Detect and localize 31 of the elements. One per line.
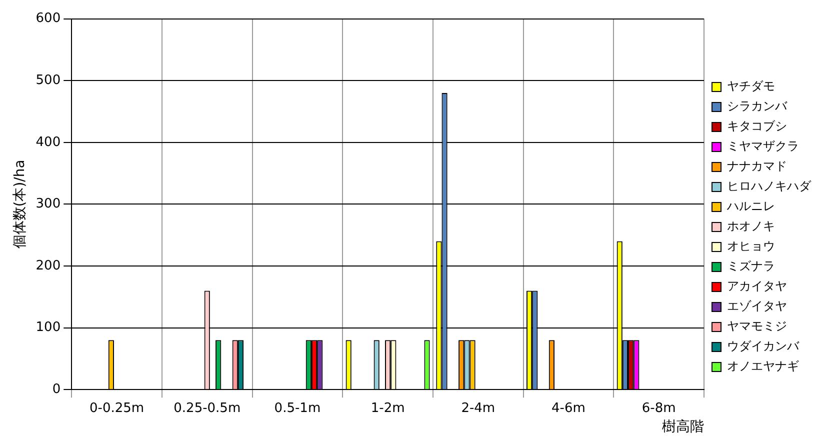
legend-label: エゾイタヤ — [727, 299, 787, 314]
x-axis-title: 樹高階 — [662, 419, 704, 436]
legend-label: ナナカマド — [727, 159, 787, 174]
legend-label: オヒョウ — [727, 239, 775, 254]
x-tick-label: 2-4m — [461, 400, 496, 416]
y-axis-title: 個体数(本)/ha — [12, 160, 28, 249]
x-tick-label: 6-8m — [642, 400, 676, 416]
x-tick-label: 1-2m — [370, 400, 405, 416]
y-tick-label: 100 — [36, 320, 61, 336]
y-tick-label: 200 — [36, 258, 61, 274]
legend-label: アカイタヤ — [727, 279, 787, 294]
y-tick-label: 400 — [36, 134, 61, 150]
legend-label: ヤチダモ — [727, 79, 775, 94]
x-tick-label: 0-0.25m — [89, 400, 144, 416]
legend-label: ホオノキ — [727, 219, 775, 234]
y-tick-label: 600 — [36, 11, 61, 26]
x-tick-label: 0.5-1m — [274, 400, 321, 416]
legend-label: ミヤマザクラ — [727, 139, 799, 154]
legend-label: ハルニレ — [726, 199, 775, 214]
y-tick-label: 300 — [36, 196, 61, 212]
x-tick-label: 4-6m — [552, 400, 586, 416]
legend-label: ミズナラ — [727, 259, 775, 274]
legend-label: ウダイカンバ — [727, 339, 800, 354]
legend-label: ヤマモミジ — [727, 319, 787, 334]
x-tick-label: 0.25-0.5m — [174, 400, 241, 416]
legend-label: キタコブシ — [727, 119, 787, 134]
legend-label: シラカンバ — [727, 99, 788, 114]
legend-label: オノエヤナギ — [727, 359, 799, 374]
legend-label: ヒロハノキハダ — [727, 179, 812, 194]
y-tick-label: 500 — [36, 72, 61, 88]
y-tick-label: 0 — [52, 382, 61, 397]
